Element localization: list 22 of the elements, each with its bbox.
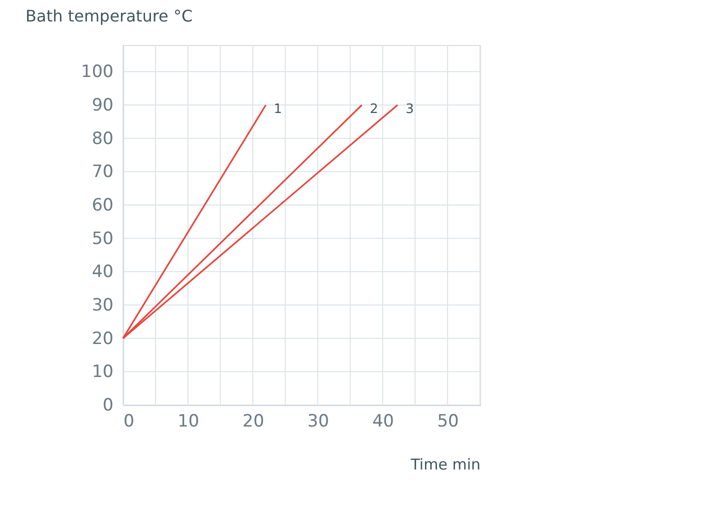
y-tick-label: 60	[92, 196, 114, 216]
y-tick-label: 70	[92, 162, 114, 182]
annotation: 2	[370, 102, 378, 117]
y-tick-label: 80	[92, 128, 114, 149]
y-tick-label: 10	[92, 362, 114, 382]
y-tick-label: 100	[81, 62, 114, 82]
y-tick-label: 20	[92, 328, 114, 349]
y-tick-label: 0	[102, 396, 114, 416]
y-tick-label: 90	[92, 96, 114, 116]
y-axis-title: Bath temperature °C	[26, 6, 193, 26]
y-tick-label: 30	[92, 296, 114, 316]
x-tick-label: 10	[178, 412, 200, 432]
y-tick-label: 40	[92, 262, 114, 282]
x-tick-label: 30	[307, 412, 330, 432]
x-axis-title: Time min	[410, 456, 480, 474]
x-tick-label: 20	[242, 412, 264, 432]
annotation: 3	[406, 102, 414, 117]
x-tick-label: 40	[372, 412, 394, 432]
x-tick-label: 50	[437, 412, 459, 432]
y-tick-label: 50	[92, 228, 114, 249]
x-tick-label: 0	[124, 412, 134, 432]
annotation: 1	[274, 102, 282, 117]
